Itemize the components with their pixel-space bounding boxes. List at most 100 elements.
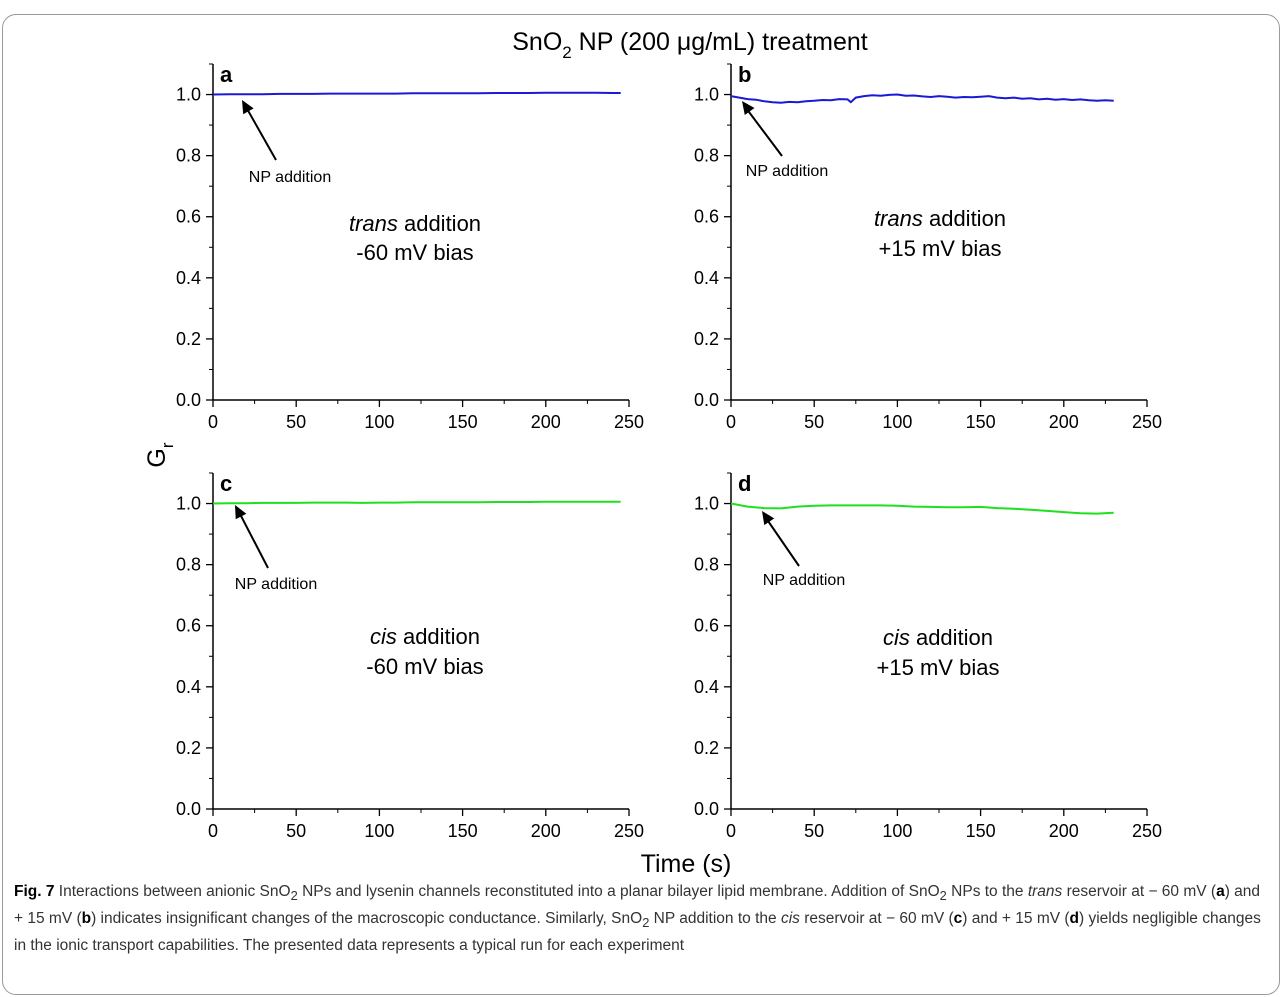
- x-tick-label: 150: [966, 821, 996, 841]
- condition-line-1: trans addition: [349, 211, 481, 236]
- caption-subscript-1: 2: [290, 888, 298, 904]
- x-tick-label: 50: [286, 821, 306, 841]
- x-tick-label: 150: [966, 412, 996, 432]
- condition-side: cis: [370, 624, 397, 649]
- caption-text-10: ) yields negligible changes in the ionic…: [14, 910, 1261, 955]
- caption-text-2: NPs and lysenin channels reconstituted i…: [297, 883, 940, 900]
- y-tick-label: 1.0: [176, 494, 201, 514]
- y-axis-label: Gr: [143, 442, 177, 467]
- condition-bias: +15 mV bias: [879, 236, 1002, 261]
- y-tick-label: 0.0: [176, 799, 201, 819]
- y-tick-label: 0.2: [176, 329, 201, 349]
- x-tick-label: 50: [804, 821, 824, 841]
- condition-line-1: cis addition: [883, 625, 993, 650]
- annotation-text: NP addition: [235, 576, 317, 593]
- caption-subscript-2: 2: [939, 888, 947, 904]
- figure-title: SnO2 NP (200 μg/mL) treatment: [512, 28, 868, 62]
- panel-letter-b: b: [738, 62, 751, 87]
- x-tick-label: 200: [531, 821, 561, 841]
- annotation-text: NP addition: [249, 169, 331, 186]
- x-tick-label: 0: [726, 412, 736, 432]
- x-tick-label: 0: [208, 412, 218, 432]
- y-tick-label: 0.4: [694, 677, 719, 697]
- caption-text-1: Interactions between anionic SnO: [54, 883, 291, 900]
- figure-title-rest: NP (200 μg/mL) treatment: [572, 28, 868, 56]
- x-tick-label: 150: [448, 821, 478, 841]
- y-tick-label: 0.6: [176, 207, 201, 227]
- annotation-arrow-head: [235, 505, 247, 520]
- annotation-arrow-head: [242, 100, 254, 115]
- x-tick-label: 200: [1049, 821, 1079, 841]
- annotation-arrow-shaft: [238, 511, 269, 569]
- series-line-d: [730, 502, 1114, 515]
- y-tick-label: 0.2: [694, 738, 719, 758]
- panel-d: 0 50 100 150 200 250 0.0 0.2 0.4 0.6 0.8 1.0 d NP add…: [694, 471, 1162, 841]
- caption-text-5: ) and + 15 mV (: [14, 883, 1261, 928]
- series-line-a: [212, 91, 621, 96]
- caption-bold-d: d: [1069, 910, 1080, 928]
- caption-bold-b: b: [81, 910, 92, 928]
- caption-text-6: ) indicates insignificant changes of the…: [91, 910, 643, 928]
- caption-text-4: reservoir at − 60 mV (: [1062, 883, 1217, 900]
- annotation-arrow-head: [762, 511, 775, 526]
- y-tick-label: 0.0: [694, 390, 719, 410]
- condition-side: trans: [349, 211, 398, 236]
- caption-text-7: NP addition to the: [649, 910, 781, 928]
- caption-text-8: reservoir at − 60 mV (: [799, 910, 954, 928]
- annotation-text: NP addition: [746, 163, 828, 180]
- figure-frame: [2, 14, 1280, 995]
- y-tick-label: 0.0: [176, 390, 201, 410]
- caption-text-9: ) and + 15 mV (: [962, 910, 1070, 928]
- x-tick-label: 50: [286, 412, 306, 432]
- y-tick-label: 1.0: [176, 85, 201, 105]
- panel-a: 0 50 100 150 200 250 0.0 0.2 0.4 0.6 0.8 1.0 a NP add…: [176, 62, 644, 432]
- x-tick-label: 200: [531, 412, 561, 432]
- annotation-arrow-shaft: [765, 517, 800, 567]
- condition-rest: addition: [923, 206, 1006, 231]
- x-tick-label: 250: [1132, 821, 1162, 841]
- x-tick-label: 100: [882, 821, 912, 841]
- figure-caption: Fig. 7 Interactions between anionic SnO2…: [14, 880, 1270, 957]
- annotation-arrow-shaft: [745, 107, 783, 157]
- series-line-b: [730, 93, 1114, 104]
- y-tick-label: 0.6: [694, 207, 719, 227]
- caption-italic-cis: cis: [780, 910, 800, 928]
- condition-rest: addition: [398, 211, 481, 236]
- figure-title-subscript: 2: [562, 43, 571, 62]
- y-tick-label: 0.2: [694, 329, 719, 349]
- annotation-arrow-shaft: [245, 106, 277, 161]
- figure-chart: SnO2 NP (200 μg/mL) treatment Gr Time (s…: [143, 28, 1162, 878]
- caption-bold-a: a: [1216, 883, 1225, 900]
- x-axis-label: Time (s): [641, 850, 732, 878]
- x-tick-label: 100: [882, 412, 912, 432]
- panels-group: 0 50 100 150 200 250 0.0 0.2 0.4 0.6 0.8 1.0 a NP add…: [176, 62, 1162, 841]
- condition-line-1: cis addition: [370, 624, 480, 649]
- condition-line-1: trans addition: [874, 206, 1006, 231]
- x-tick-label: 100: [364, 821, 394, 841]
- y-tick-label: 0.6: [694, 616, 719, 636]
- condition-bias: +15 mV bias: [877, 655, 1000, 680]
- condition-side: trans: [874, 206, 923, 231]
- caption-text-3: NPs to the: [946, 883, 1028, 900]
- annotation-arrow-head: [742, 101, 755, 116]
- panel-c: 0 50 100 150 200 250 0.0 0.2 0.4 0.6 0.8 1.0 c NP add…: [176, 471, 644, 841]
- figure-title-main: SnO: [512, 28, 562, 56]
- y-tick-label: 0.4: [176, 677, 201, 697]
- svg-text:Gr: Gr: [143, 442, 177, 467]
- condition-bias: -60 mV bias: [366, 654, 483, 679]
- y-tick-label: 1.0: [694, 494, 719, 514]
- panel-letter-d: d: [738, 471, 751, 496]
- condition-rest: addition: [910, 625, 993, 650]
- x-tick-label: 250: [1132, 412, 1162, 432]
- x-tick-label: 0: [208, 821, 218, 841]
- condition-bias: -60 mV bias: [356, 240, 473, 265]
- annotation-text: NP addition: [763, 572, 845, 589]
- y-tick-label: 0.2: [176, 738, 201, 758]
- caption-bold-c: c: [953, 910, 963, 928]
- y-tick-label: 0.6: [176, 616, 201, 636]
- panel-b: 0 50 100 150 200 250 0.0 0.2 0.4 0.6 0.8 1.0 b NP add…: [694, 62, 1162, 432]
- y-tick-label: 0.4: [694, 268, 719, 288]
- y-axis-label-main: G: [143, 448, 171, 467]
- series-line-c: [212, 500, 621, 505]
- y-tick-label: 0.4: [176, 268, 201, 288]
